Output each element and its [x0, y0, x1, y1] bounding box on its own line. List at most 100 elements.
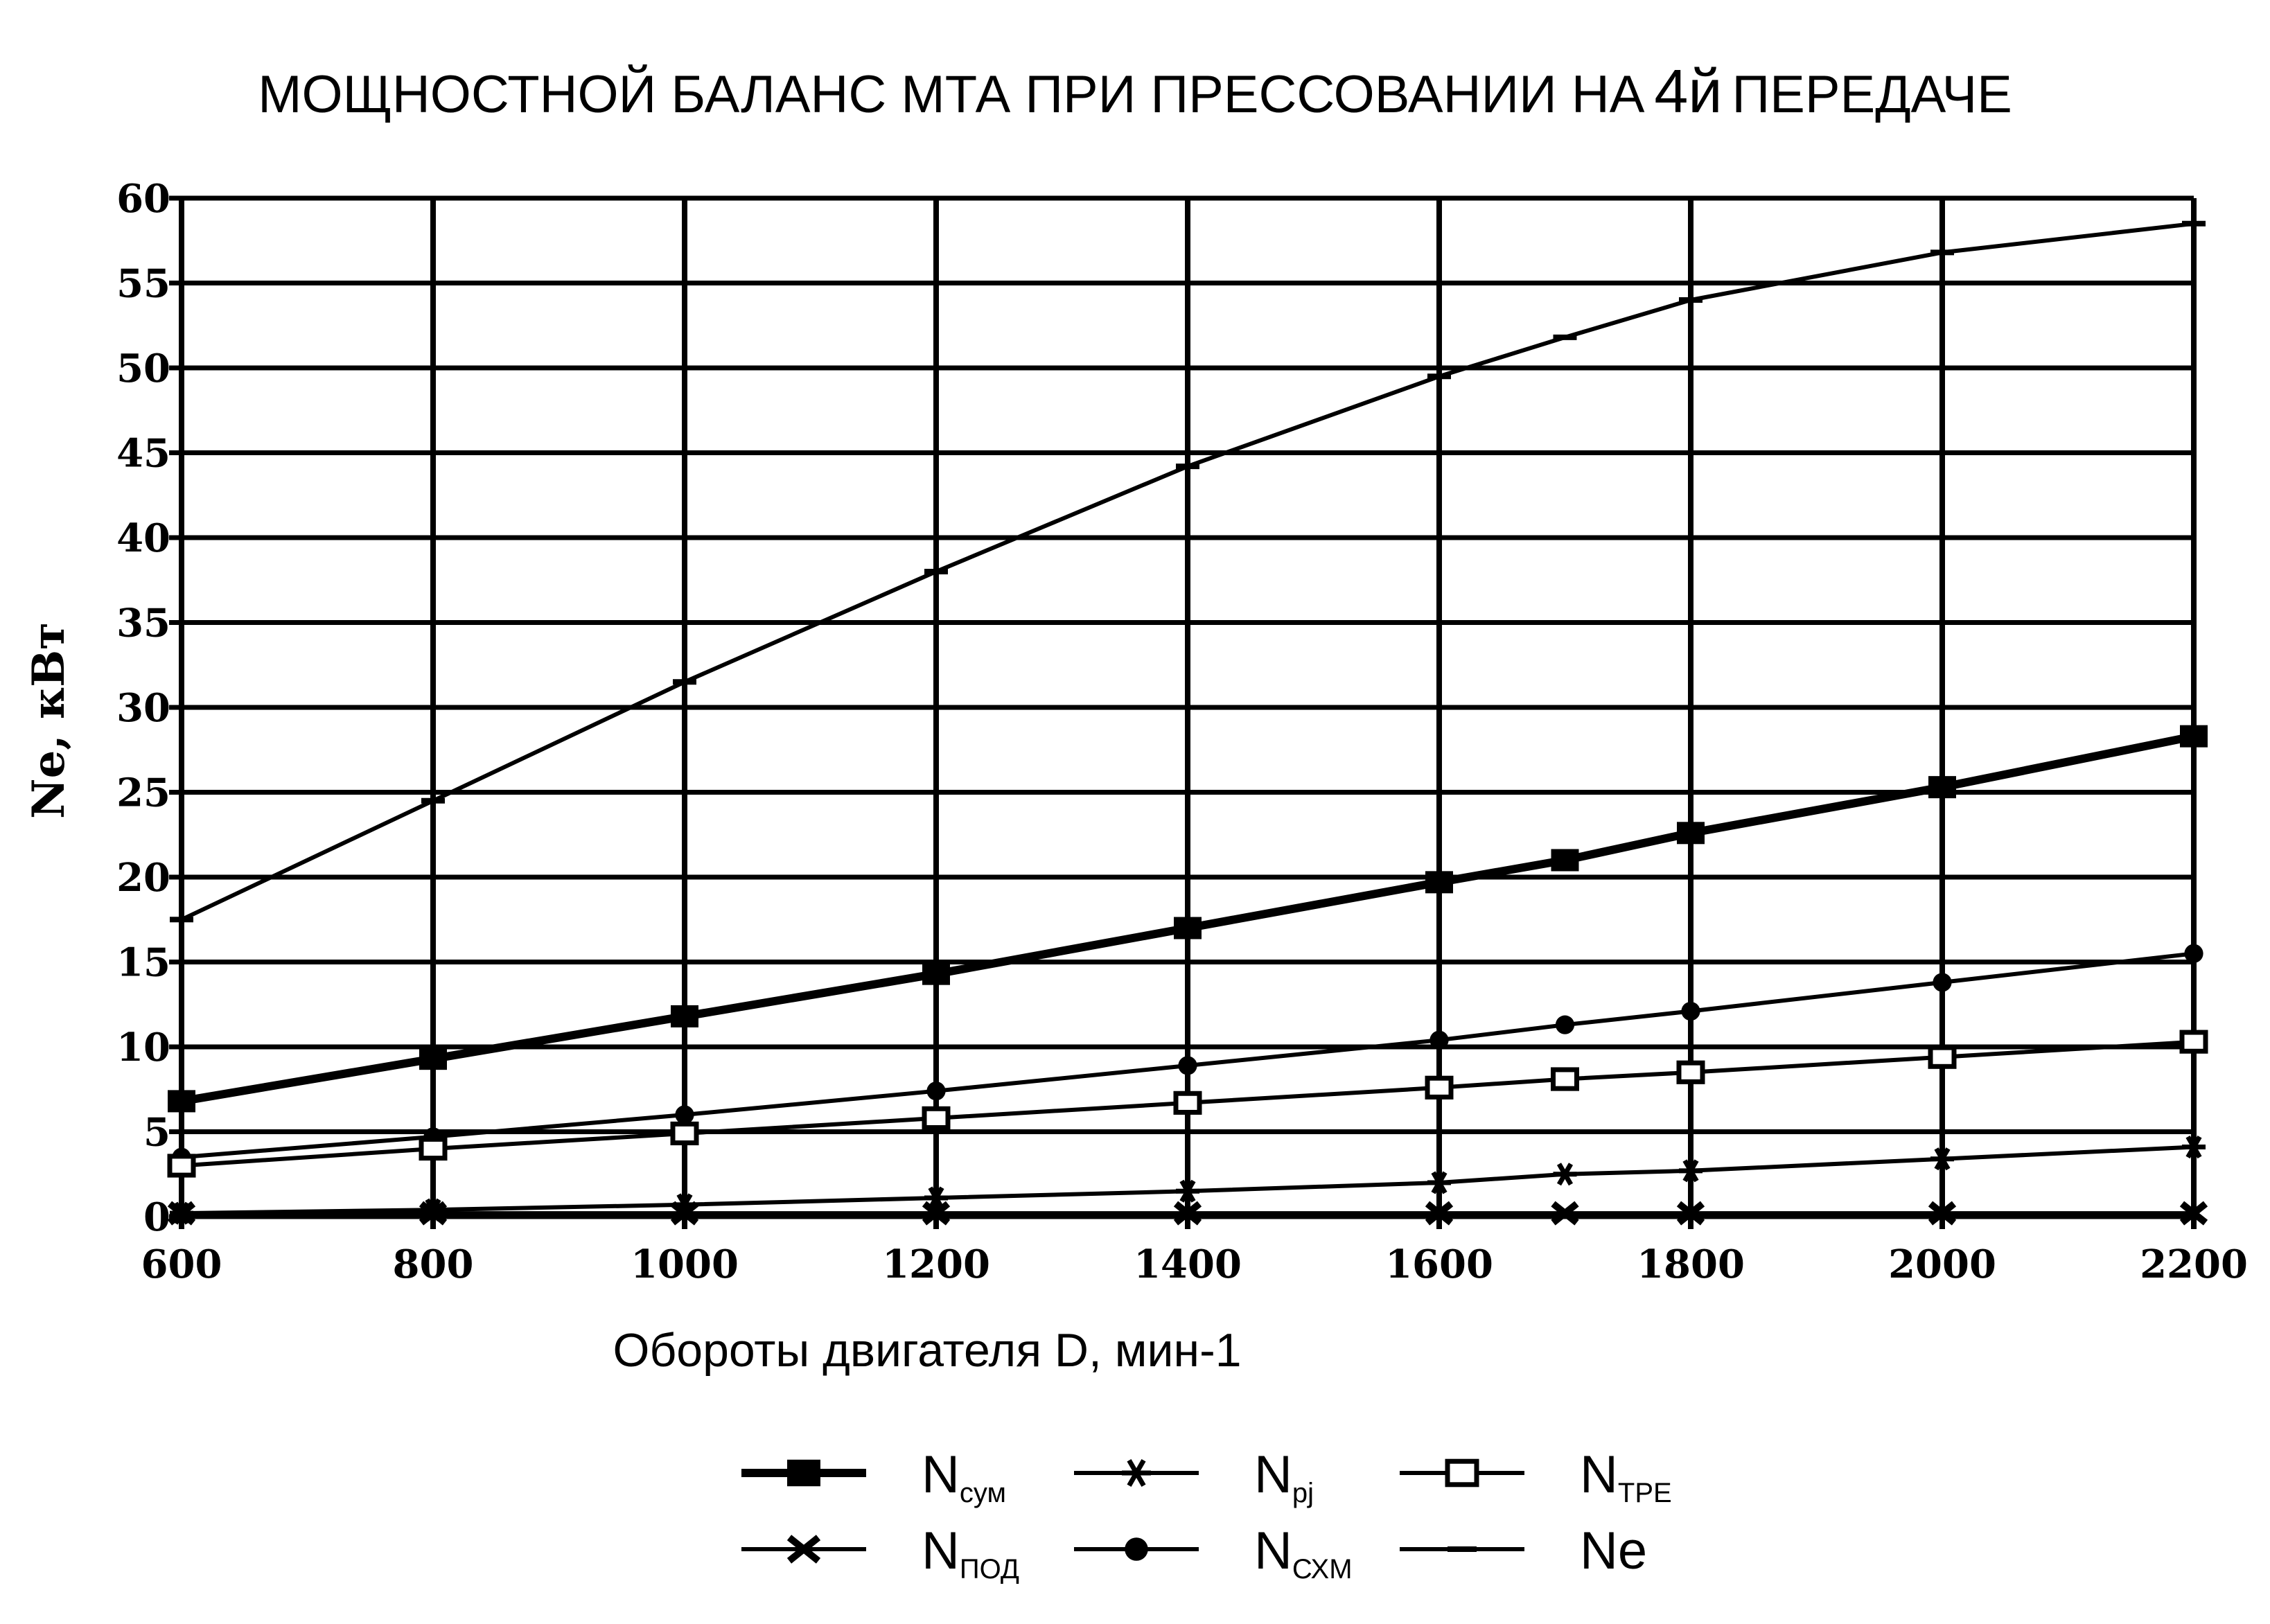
- data-point: [922, 962, 950, 985]
- y-tick-label: 50: [116, 346, 170, 391]
- legend-label-main: N: [1580, 1445, 1618, 1504]
- data-point-marker: [2180, 725, 2208, 748]
- x-axis-label: Обороты двигателя D, мин-1: [613, 1324, 1241, 1377]
- y-tick-label: 40: [116, 515, 170, 561]
- data-point-marker: [1179, 1179, 1196, 1203]
- data-point-marker: [2184, 944, 2203, 963]
- data-point-marker: [1125, 1537, 1148, 1561]
- data-point-marker: [922, 1201, 951, 1226]
- data-point-marker: [1429, 1030, 1449, 1050]
- data-point: [1425, 1075, 1454, 1100]
- x-tick-label: 800: [393, 1242, 474, 1287]
- y-tick-label: 10: [116, 1025, 170, 1070]
- data-point-marker: [1551, 1067, 1579, 1091]
- series-line-nsum: [181, 732, 2195, 1106]
- data-point-marker: [1928, 1045, 1957, 1069]
- data-point: [1178, 1056, 1197, 1075]
- data-point: [675, 1105, 694, 1124]
- series-line-ne: [180, 221, 2194, 922]
- y-tick-label: 60: [116, 176, 170, 222]
- data-point-marker: [1556, 1163, 1574, 1186]
- data-point: [1681, 1001, 1700, 1021]
- data-point: [168, 1090, 195, 1113]
- data-point-marker: [2185, 1136, 2202, 1159]
- legend-item-ne: Ne: [1400, 1521, 1647, 1580]
- data-point: [167, 1201, 196, 1226]
- grid: [169, 195, 2197, 1229]
- data-point: [1176, 1179, 1199, 1203]
- legend-item-npj: Npj: [1074, 1445, 1314, 1508]
- legend-label-sub: pj: [1292, 1478, 1314, 1508]
- data-point: [1677, 822, 1705, 845]
- data-point: [1425, 871, 1453, 894]
- y-tick-label: 55: [116, 261, 170, 307]
- data-point: [1173, 1091, 1202, 1115]
- data-point: [1427, 1171, 1451, 1194]
- data-point-marker: [2179, 1030, 2208, 1054]
- data-point-marker: [1934, 1147, 1951, 1171]
- data-point-marker: [419, 1048, 447, 1070]
- data-point-marker: [1928, 1201, 1957, 1226]
- legend-label-main: Ne: [1580, 1521, 1647, 1580]
- data-point: [1933, 973, 1952, 992]
- legend-label: Npj: [1254, 1445, 1314, 1508]
- data-point: [419, 1048, 447, 1070]
- data-point: [2184, 944, 2203, 963]
- x-tick-label: 1000: [631, 1242, 739, 1287]
- legend-label-sub: ПОД: [960, 1554, 1019, 1585]
- data-point: [1445, 1458, 1479, 1488]
- data-point: [787, 1459, 820, 1487]
- legend-label-sub: СХМ: [1292, 1554, 1353, 1585]
- data-point: [2182, 1136, 2206, 1159]
- data-point-marker: [1425, 871, 1453, 894]
- data-point-marker: [1425, 1075, 1454, 1100]
- data-point: [1174, 917, 1202, 939]
- data-point-marker: [786, 1535, 821, 1564]
- x-tick-label: 1200: [882, 1242, 990, 1287]
- data-point: [924, 1186, 948, 1210]
- data-point-marker: [168, 1090, 195, 1113]
- data-point: [670, 1201, 699, 1226]
- series-line-ntpe: [181, 1039, 2194, 1168]
- x-tick-label: 1600: [1385, 1242, 1493, 1287]
- legend-label-main: N: [922, 1521, 960, 1580]
- data-point: [926, 1082, 946, 1101]
- data-point-marker: [1431, 1171, 1448, 1194]
- data-point-marker: [1555, 1015, 1575, 1034]
- data-point-marker: [926, 1082, 946, 1101]
- data-point: [1676, 1060, 1705, 1084]
- data-point-marker: [1551, 1201, 1579, 1226]
- data-point: [1679, 1159, 1702, 1183]
- data-point-marker: [1682, 1159, 1699, 1183]
- data-point-marker: [1677, 822, 1705, 845]
- data-point-marker: [167, 1201, 196, 1226]
- data-point-marker: [419, 1201, 448, 1226]
- data-point: [2179, 1030, 2208, 1054]
- data-point: [1928, 1045, 1957, 1069]
- x-tick-label: 2200: [2140, 1242, 2248, 1287]
- data-point: [922, 1201, 951, 1226]
- data-point-marker: [1928, 776, 1956, 799]
- data-point: [1928, 1201, 1957, 1226]
- legend-label-sub: сум: [960, 1478, 1006, 1508]
- data-point-marker: [1425, 1201, 1454, 1226]
- legend-label-main: N: [1254, 1445, 1292, 1504]
- legend-item-nskhm: NСХМ: [1074, 1521, 1353, 1585]
- legend-item-nsum: Nсум: [741, 1445, 1006, 1508]
- x-tick-label: 1400: [1134, 1242, 1242, 1287]
- data-point-marker: [1173, 1201, 1202, 1226]
- legend-item-ntpe: NТРЕ: [1400, 1445, 1672, 1508]
- data-point: [1930, 1147, 1954, 1171]
- data-point-marker: [1551, 849, 1579, 872]
- data-point: [671, 1005, 698, 1027]
- data-point-marker: [787, 1459, 820, 1487]
- chart-title-num: 4й: [1654, 57, 1722, 125]
- legend-item-npod: NПОД: [741, 1521, 1019, 1585]
- data-point: [670, 1121, 699, 1146]
- x-tick-label: 600: [141, 1242, 222, 1287]
- y-tick-label: 30: [116, 685, 170, 731]
- legend-label-sub: ТРЕ: [1618, 1478, 1672, 1508]
- data-point: [1125, 1537, 1148, 1561]
